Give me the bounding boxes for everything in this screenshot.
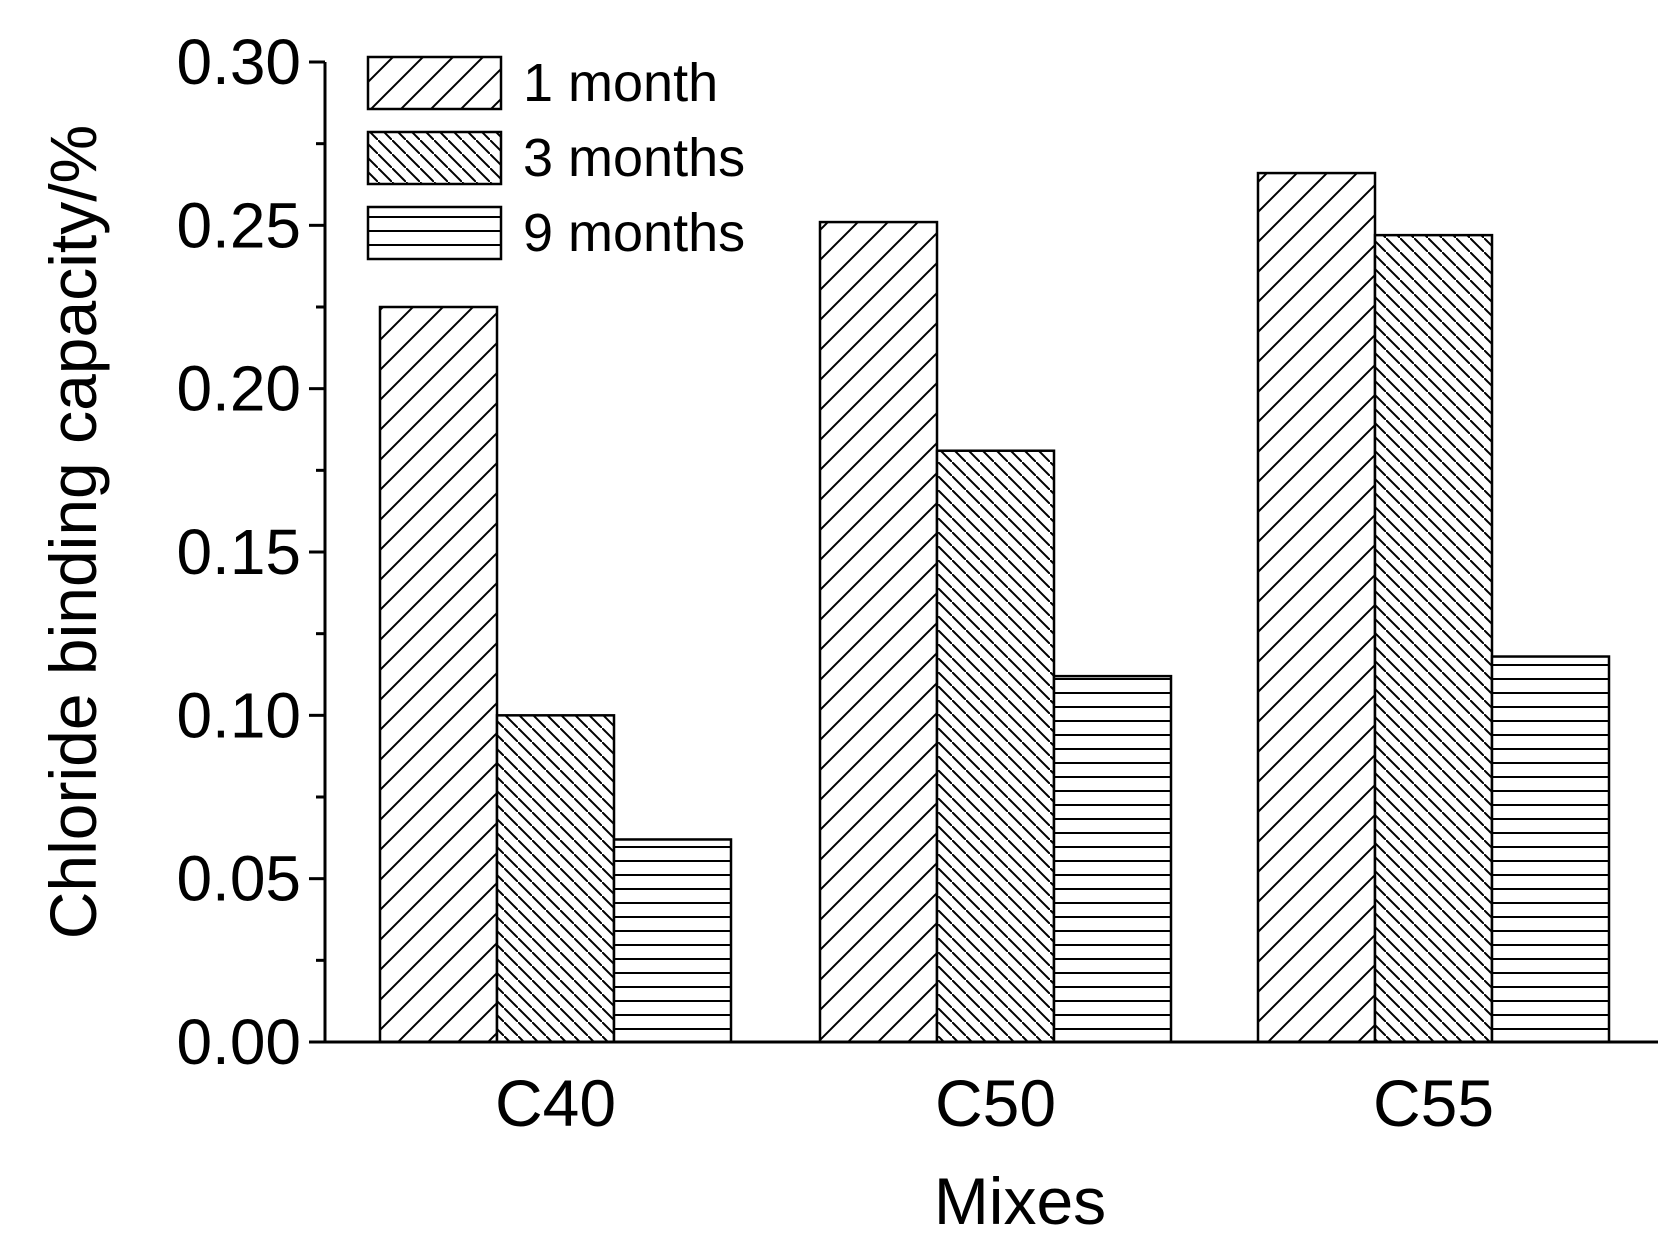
bar-c40-1-month (378, 305, 499, 1044)
x-axis-title: Mixes (934, 1164, 1106, 1238)
y-tick-label: 0.05 (176, 843, 301, 915)
y-tick-label: 0.10 (176, 679, 301, 751)
legend-swatch (366, 205, 503, 261)
bars-layer (378, 171, 1611, 1044)
y-tick-label: 0.20 (176, 353, 301, 425)
bar-c40-3-months (495, 714, 616, 1044)
y-tick-label: 0.30 (176, 26, 301, 98)
y-axis-title: Chloride binding capacity/% (36, 125, 110, 939)
y-tick-label: 0.15 (176, 516, 301, 588)
x-tick-label: C55 (1373, 1066, 1494, 1140)
x-tick-label: C40 (495, 1066, 616, 1140)
x-tick-label: C50 (935, 1066, 1056, 1140)
legend: 1 month 3 months 9 months (366, 53, 745, 263)
axes-layer: 0.00 0.05 0.10 0.15 0.20 0.25 0.30 C40 C50 C55 (176, 26, 1658, 1140)
y-tick-label: 0.00 (176, 1006, 301, 1078)
y-tick-label: 0.25 (176, 189, 301, 261)
bar-c50-3-months (935, 449, 1056, 1044)
bar-c50-1-month (818, 220, 939, 1044)
bar-c55-3-months (1373, 233, 1494, 1044)
legend-label: 1 month (523, 53, 718, 113)
bar-c55-1-month (1256, 171, 1377, 1044)
legend-swatch (366, 55, 503, 111)
bar-c50-9-months (1052, 674, 1173, 1044)
legend-label: 3 months (523, 128, 745, 188)
bar-c40-9-months (612, 838, 733, 1044)
bar-c55-9-months (1490, 655, 1611, 1044)
legend-swatch (366, 130, 503, 186)
legend-label: 9 months (523, 203, 745, 263)
